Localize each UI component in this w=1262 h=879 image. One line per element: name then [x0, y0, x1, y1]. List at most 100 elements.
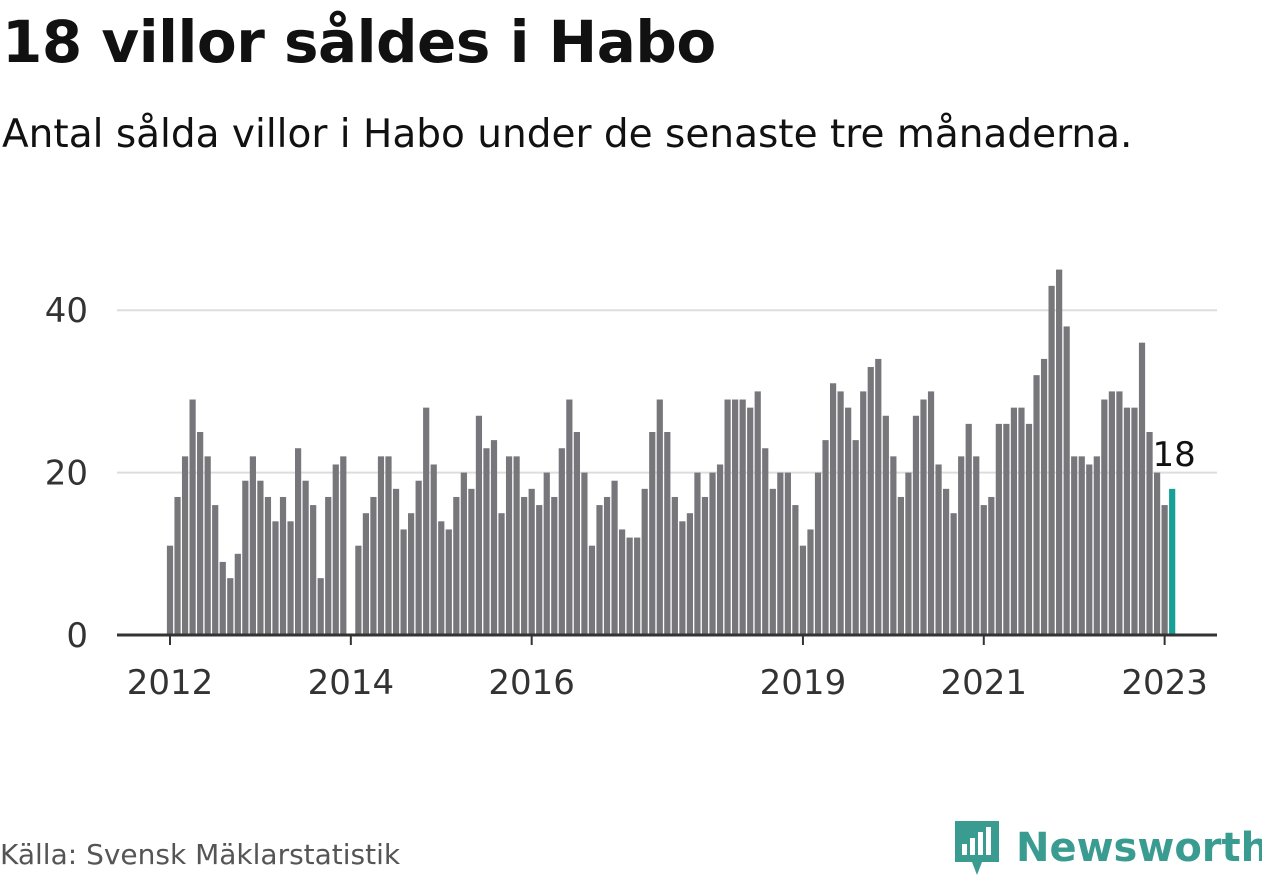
bar	[626, 537, 633, 635]
bar	[423, 407, 430, 635]
bars	[166, 269, 1176, 635]
bar	[174, 496, 181, 635]
bar	[664, 432, 671, 635]
bar	[701, 496, 709, 635]
bar	[988, 496, 995, 635]
bar	[890, 456, 897, 635]
bar	[573, 432, 580, 635]
bar	[641, 488, 648, 635]
y-tick-label: 20	[45, 454, 88, 494]
bar	[822, 440, 829, 635]
bar	[483, 448, 490, 635]
bar	[317, 578, 324, 635]
bar	[588, 545, 596, 635]
bar	[709, 472, 716, 635]
newsworthy-logo-icon	[955, 821, 999, 875]
bar	[671, 496, 678, 635]
bar	[799, 545, 807, 635]
bar	[302, 480, 309, 635]
bar	[792, 505, 799, 635]
bar	[1071, 456, 1078, 635]
bar	[430, 464, 437, 635]
bar	[551, 496, 558, 635]
bar	[392, 488, 400, 635]
bar	[385, 456, 392, 635]
bar	[1116, 391, 1123, 635]
bar	[264, 496, 272, 635]
bar	[950, 513, 957, 635]
x-tick-label: 2023	[1121, 663, 1208, 703]
bar	[408, 513, 415, 635]
x-tick-label: 2012	[127, 663, 214, 703]
x-tick-label: 2014	[308, 663, 395, 703]
x-tick-label: 2016	[488, 663, 575, 703]
bar	[521, 496, 528, 635]
brand-name: Newsworthy	[1016, 825, 1262, 871]
bar	[739, 399, 746, 635]
bar	[536, 505, 543, 635]
bar	[219, 561, 226, 635]
bar	[596, 505, 603, 635]
bar	[747, 407, 754, 635]
bar	[973, 456, 980, 635]
bar	[1025, 423, 1033, 635]
bar	[212, 505, 219, 635]
bar	[995, 423, 1002, 635]
y-tick-label: 40	[45, 291, 88, 331]
bar	[227, 578, 234, 635]
bar	[242, 480, 249, 635]
y-tick-label: 0	[66, 616, 88, 656]
bar	[679, 521, 686, 635]
bar	[189, 399, 196, 635]
bar	[453, 496, 460, 635]
bar	[777, 472, 784, 635]
bar	[814, 472, 822, 635]
bar	[415, 480, 422, 635]
bar	[920, 399, 927, 635]
tick-labels: 0 20 40 2012 2014 2016 2019 2021 2023 18	[45, 291, 1208, 703]
bar	[656, 399, 663, 635]
bar-chart: 0 20 40 2012 2014 2016 2019 2021 2023 18	[45, 269, 1217, 703]
bar-latest	[1169, 488, 1176, 635]
bar	[897, 496, 904, 635]
bar	[581, 472, 588, 635]
bar	[912, 415, 920, 635]
bar	[287, 521, 294, 635]
source-note: Källa: Svensk Mäklarstatistik	[0, 838, 401, 871]
bar	[716, 464, 724, 635]
bar	[980, 505, 987, 635]
bar	[649, 432, 656, 635]
bar	[927, 391, 935, 635]
bar	[965, 423, 972, 635]
bar	[498, 513, 505, 635]
bar	[528, 488, 535, 635]
bar	[1161, 505, 1168, 635]
bar	[1040, 358, 1048, 635]
x-tick-label: 2019	[760, 663, 847, 703]
bar	[166, 545, 174, 635]
bar	[249, 456, 256, 635]
chart-subtitle: Antal sålda villor i Habo under de senas…	[2, 112, 1133, 157]
bar	[875, 358, 882, 635]
bar	[295, 448, 302, 635]
x-axis	[117, 633, 1217, 645]
bar	[1101, 399, 1108, 635]
bar	[445, 529, 452, 635]
bar	[860, 391, 867, 635]
bar	[272, 521, 279, 635]
bar	[438, 521, 445, 635]
bar	[867, 367, 874, 635]
bar	[1093, 456, 1100, 635]
bar	[943, 488, 950, 635]
chart-title: 18 villor såldes i Habo	[2, 8, 716, 76]
bar	[204, 456, 211, 635]
bar	[1063, 326, 1070, 635]
bar	[882, 415, 889, 635]
bar	[475, 415, 483, 635]
bar	[513, 456, 520, 635]
bar	[1048, 285, 1055, 635]
bar	[1003, 423, 1010, 635]
bar	[958, 456, 965, 635]
bar	[505, 456, 513, 635]
bar	[1018, 407, 1025, 635]
